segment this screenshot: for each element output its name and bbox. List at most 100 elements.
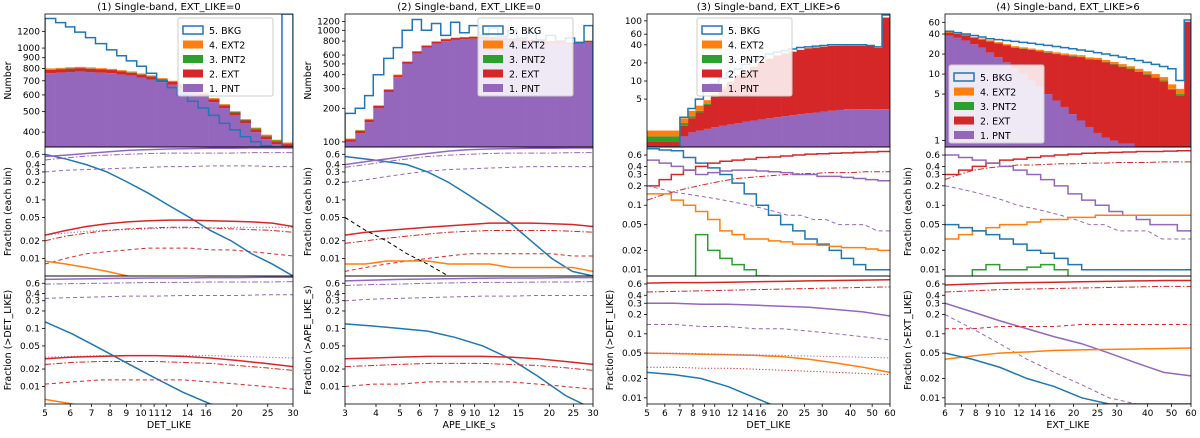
- bar-pnt: [55, 72, 66, 147]
- legend-swatch-pnt: [483, 84, 503, 92]
- bar-pnt: [65, 72, 76, 147]
- y-tick-label: 0.05: [622, 221, 642, 231]
- bar-pnt: [819, 111, 828, 147]
- bar-ext: [1184, 21, 1191, 147]
- y-axis-label: Fraction (>DET_LIKE): [3, 290, 14, 391]
- legend-swatch-bkg: [953, 72, 975, 82]
- bar-ext: [1118, 66, 1127, 144]
- x-tick-label: 8: [107, 409, 113, 419]
- bar-ext: [961, 35, 971, 41]
- legend-label: 5. BKG: [980, 73, 1012, 84]
- bar-ext: [208, 99, 220, 103]
- x-tick-label: 9: [985, 409, 991, 419]
- bar-ext: [74, 68, 86, 72]
- x-tick-label: 14: [742, 409, 754, 419]
- bar-pnt: [45, 73, 56, 147]
- bar-pnt: [749, 120, 758, 147]
- series-pnt-dashdot: [45, 281, 293, 285]
- y-tick-label: 0.05: [320, 342, 340, 352]
- x-tick-label: 16: [1044, 409, 1056, 419]
- y-tick-label: 60: [929, 18, 941, 28]
- y-tick-label: 60: [631, 30, 643, 40]
- series-ext-dashdot: [45, 360, 293, 371]
- legend-label: 4. EXT2: [728, 41, 764, 52]
- bottom-lines: [647, 278, 890, 404]
- y-tick-label: 1000: [17, 44, 40, 54]
- legend-label: 3. PNT2: [980, 102, 1017, 113]
- bar-ext: [55, 69, 66, 73]
- bar-pnt: [260, 139, 272, 147]
- bar-ext2: [219, 104, 231, 105]
- bar-ext: [431, 41, 442, 44]
- bar-ext: [250, 129, 262, 133]
- bar-ext2: [260, 134, 272, 136]
- y-tick-label: 0.02: [622, 246, 642, 256]
- x-tick-label: 10: [994, 409, 1006, 419]
- bar-ext: [1151, 77, 1160, 147]
- bottom-lines: [945, 279, 1191, 404]
- bar-pnt: [177, 88, 188, 147]
- y-tick-label: 1200: [317, 17, 340, 27]
- series-pnt2: [694, 233, 770, 276]
- series-bkg: [647, 371, 772, 404]
- legend: 5. BKG 4. EXT2 3. PNT2 2. EXT 1. PNT: [948, 64, 1045, 144]
- bar-ext2: [85, 67, 96, 69]
- chart-panel-4: (4) Single-band, EXT_LIKE>6 1 5 10 20 40 60 5. …: [903, 2, 1197, 431]
- bar-ext: [866, 45, 875, 110]
- series-ext-dotted: [647, 366, 890, 376]
- series-ext-dashdot: [647, 171, 890, 201]
- bar-ext: [260, 136, 272, 140]
- x-tick-label: 11: [148, 409, 159, 419]
- y-tick-label: 800: [323, 37, 340, 47]
- bar-pnt: [835, 109, 844, 147]
- x-tick-label: 30: [287, 409, 299, 419]
- x-tick-label: 6: [662, 409, 668, 419]
- y-tick-label: 0.2: [628, 311, 642, 321]
- y-tick-label: 0.01: [320, 383, 340, 393]
- y-tick-label: 0.05: [320, 213, 340, 223]
- bar-ext: [656, 141, 666, 147]
- y-tick-label: 20: [929, 50, 941, 60]
- legend-label: 4. EXT2: [509, 41, 545, 52]
- bar-ext: [1109, 64, 1119, 141]
- bar-ext: [584, 40, 593, 43]
- y-tick-label: 100: [323, 138, 340, 148]
- bar-ext2: [1093, 57, 1102, 60]
- bar-pnt: [431, 43, 442, 147]
- y-tick-label: 0.02: [320, 237, 340, 247]
- x-tick-label: 14: [1030, 409, 1042, 419]
- bar-ext2: [1109, 61, 1119, 64]
- series-ext: [45, 219, 293, 236]
- bottom-lines: [45, 276, 293, 404]
- legend-swatch-ext2: [183, 40, 203, 49]
- series-pnt-dashed: [345, 294, 593, 302]
- bar-pnt: [882, 109, 890, 147]
- legend-swatch-ext: [954, 116, 974, 125]
- bar-ext: [647, 141, 657, 147]
- series-bkg: [45, 153, 293, 276]
- middle-lines: [345, 147, 593, 276]
- bar-ext2: [656, 130, 666, 137]
- bar-pnt: [1085, 126, 1094, 147]
- bar-ext: [1093, 59, 1102, 133]
- bar-ext: [788, 51, 797, 116]
- x-tick-label: 7: [433, 409, 439, 419]
- bar-pnt: [106, 73, 118, 147]
- y-tick-label: 0.05: [920, 221, 940, 231]
- bar-ext: [65, 68, 76, 73]
- y-tick-label: 0.05: [20, 213, 40, 223]
- bar-ext2: [695, 105, 704, 111]
- bar-ext: [695, 112, 704, 131]
- y-tick-label: 0.3: [26, 168, 40, 178]
- y-tick-label: 600: [323, 51, 340, 61]
- bar-ext: [874, 47, 883, 110]
- bar-pnt: [136, 77, 147, 147]
- bar-pnt: [364, 122, 374, 147]
- middle-lines: [945, 149, 1191, 276]
- bar-ext2: [281, 142, 293, 144]
- y-tick-label: 1: [934, 137, 940, 147]
- bkg-step-line: [45, 14, 293, 147]
- legend-label: 2. EXT: [980, 117, 1010, 128]
- x-tick-label: 12: [489, 409, 500, 419]
- series-bkg: [945, 223, 1191, 271]
